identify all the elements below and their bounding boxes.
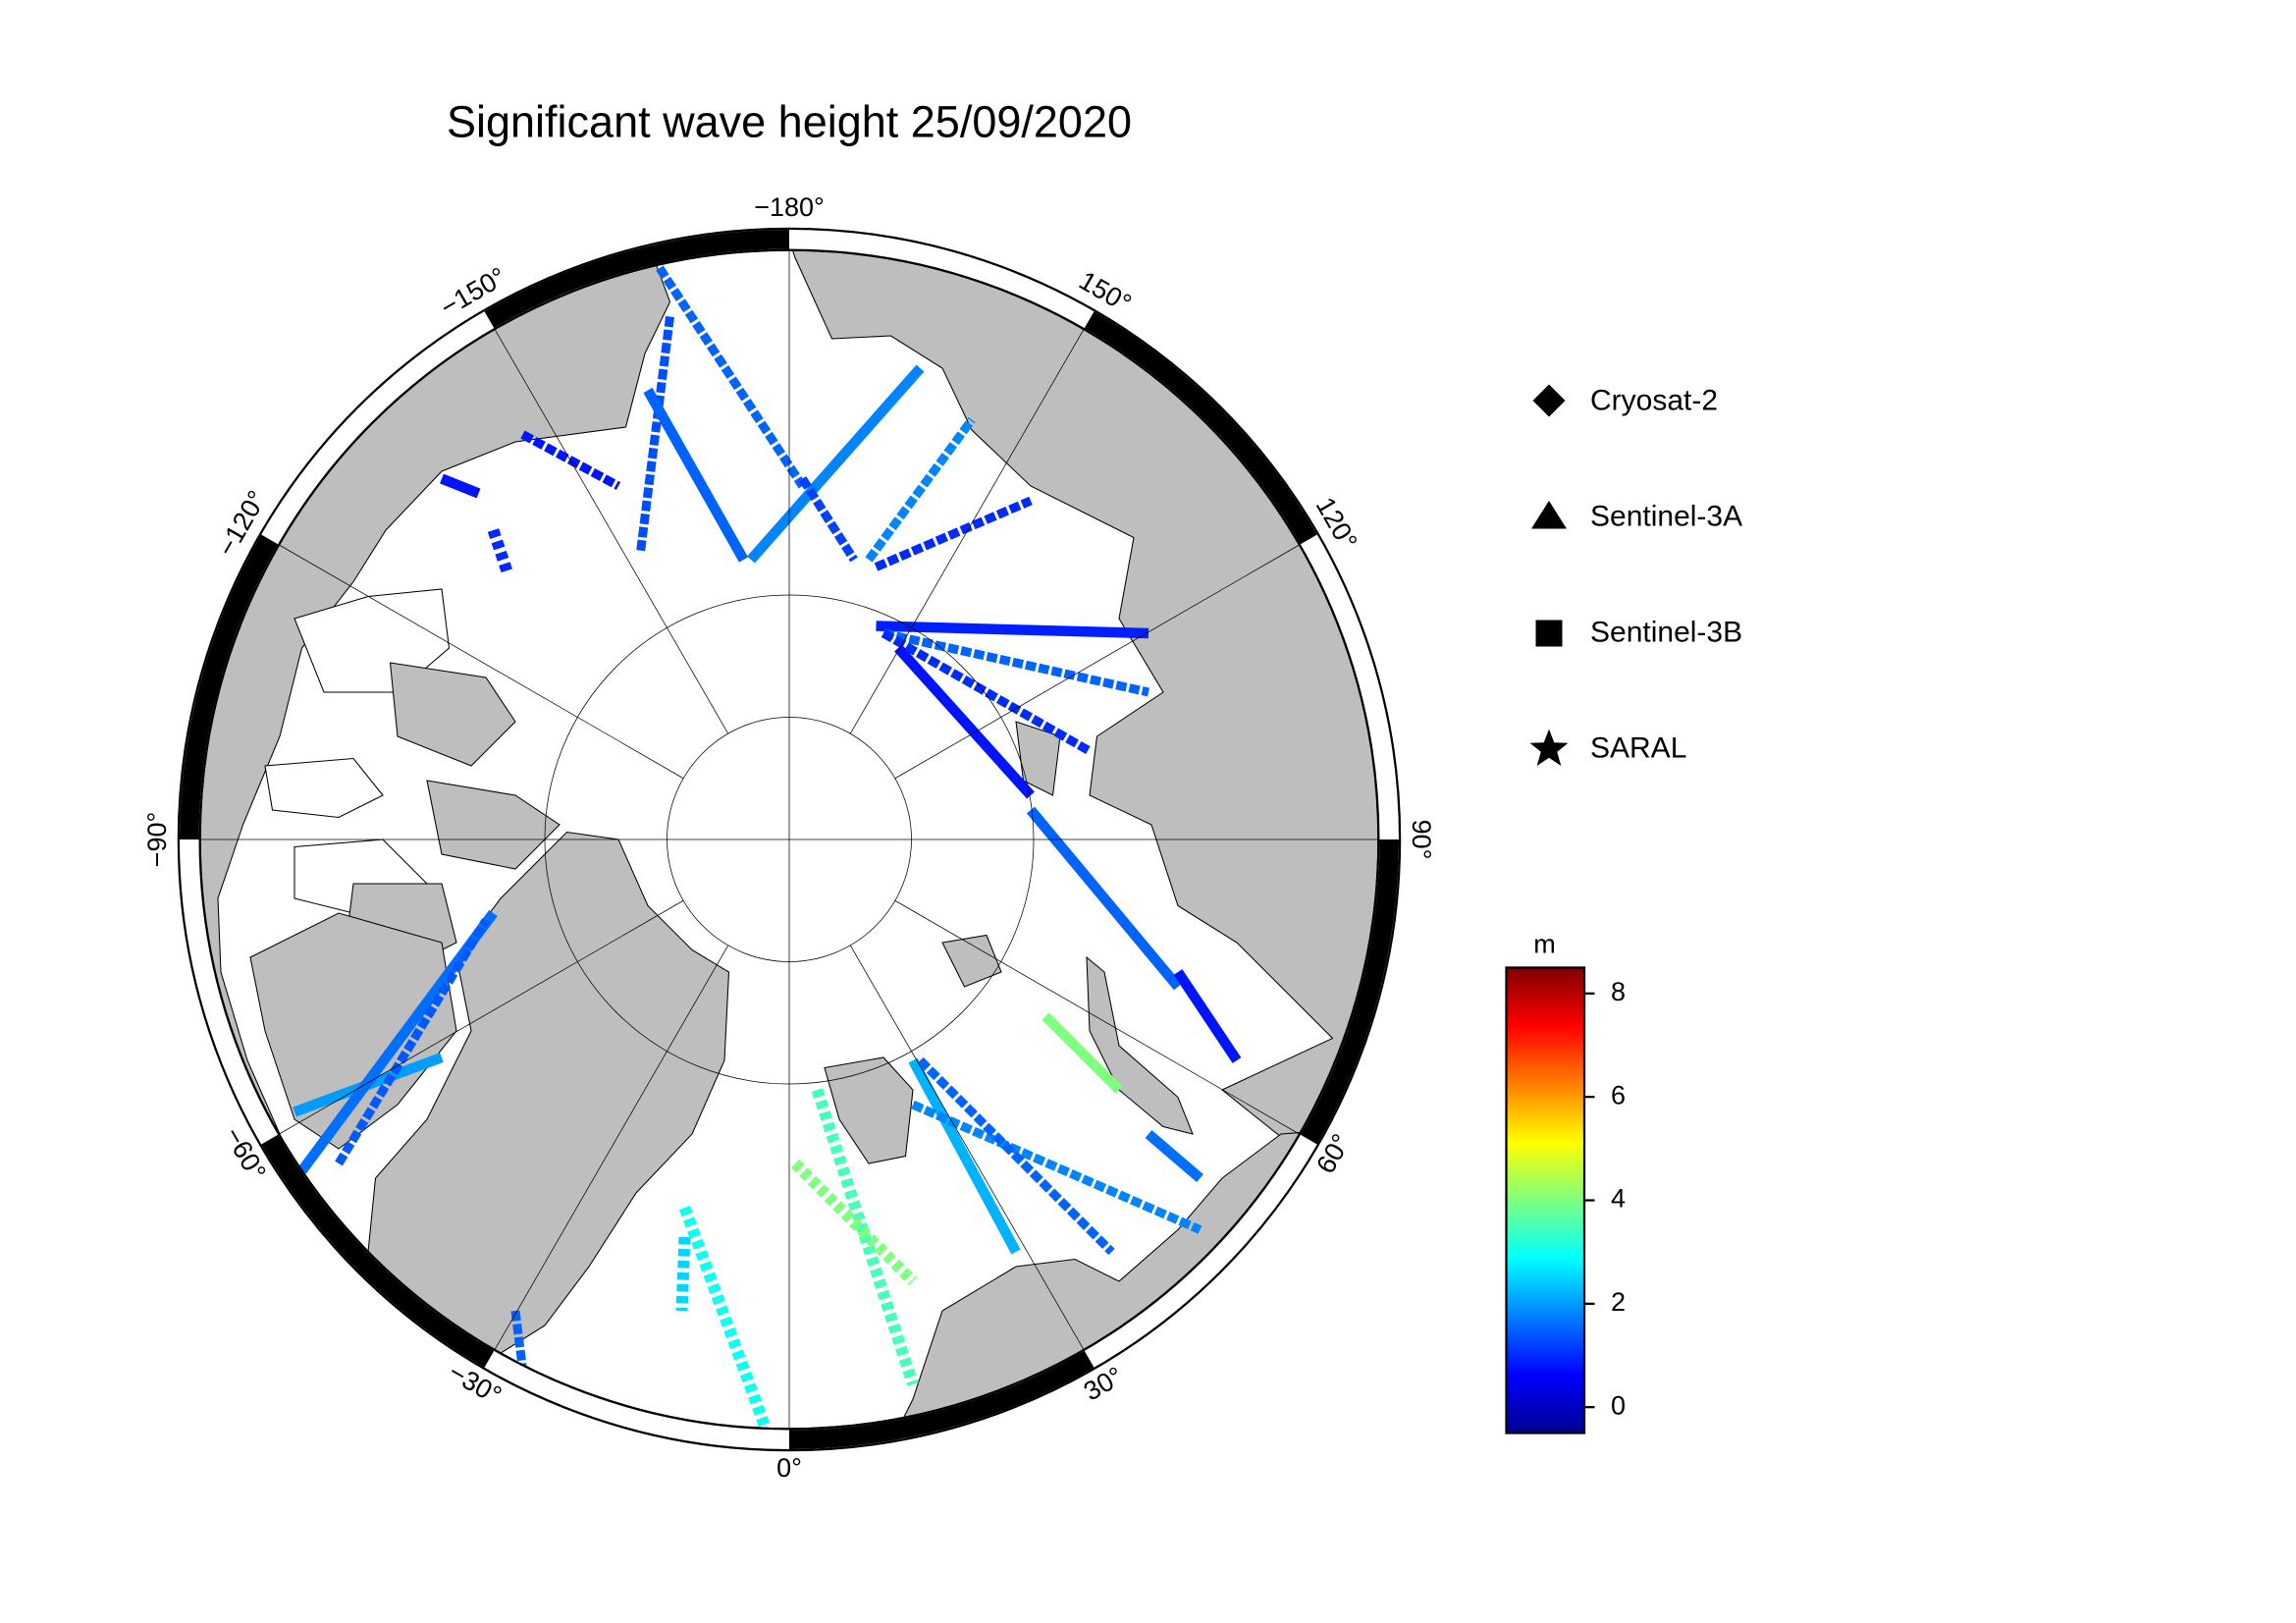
frame-segment: [484, 230, 790, 329]
frame-segment: [788, 1350, 1095, 1449]
swh-track: [440, 473, 481, 499]
longitude-label: 90°: [1407, 820, 1436, 860]
map-frame: [177, 227, 1402, 1452]
map-title: Significant wave height 25/09/2020: [447, 97, 1132, 147]
meridian: [894, 544, 1300, 780]
swh-track: [1173, 969, 1242, 1063]
meridian: [894, 899, 1300, 1135]
frame-segment: [180, 534, 279, 840]
meridian: [279, 899, 684, 1135]
meridian: [849, 945, 1085, 1350]
colorbar-tick-label: 6: [1611, 1080, 1626, 1109]
colorbar-scale: [1505, 966, 1586, 1434]
swh-track: [865, 416, 976, 563]
swh-track: [643, 387, 749, 563]
swh-track: [510, 1310, 527, 1371]
swh-track: [790, 1159, 918, 1286]
polar-map: −180°−150°−120°−90°−60°−30°0°30°60°90°12…: [142, 192, 1436, 1483]
legend-label: Cryosat-2: [1590, 384, 1718, 416]
meridian: [494, 329, 729, 734]
swh-track: [678, 1205, 772, 1429]
graticule: [200, 250, 1379, 1429]
colorbar: m 0 2 4 6 8: [1505, 930, 1626, 1434]
meridian: [279, 544, 684, 780]
legend: Cryosat-2 Sentinel-3A Sentinel-3B SARAL: [1529, 384, 1742, 766]
legend-label: Sentinel-3B: [1590, 617, 1742, 649]
swh-track: [876, 621, 1149, 639]
meridian: [494, 945, 729, 1350]
swh-track: [747, 364, 925, 564]
frame-segment: [1084, 311, 1317, 545]
colorbar-tick-label: 0: [1611, 1390, 1626, 1420]
swh-track: [894, 644, 1035, 799]
frame-inner-edge: [199, 249, 1379, 1430]
colorbar-tick-label: 4: [1611, 1184, 1626, 1214]
swh-track: [1041, 1012, 1123, 1094]
legend-label: SARAL: [1590, 732, 1686, 765]
colorbar-unit: m: [1533, 930, 1556, 959]
swh-track: [675, 1236, 691, 1312]
swh-track: [656, 265, 807, 489]
swh-track: [882, 628, 1149, 697]
meridian: [849, 329, 1085, 734]
longitude-label: −90°: [142, 812, 172, 868]
frame-segment: [261, 1134, 495, 1368]
swh-track: [874, 496, 1033, 571]
swh-track: [1145, 1130, 1203, 1182]
colorbar-tick-label: 2: [1611, 1287, 1626, 1317]
swh-track: [917, 1056, 1115, 1256]
longitude-label: 0°: [776, 1453, 802, 1483]
swh-track: [487, 528, 514, 576]
legend-label: Sentinel-3A: [1590, 500, 1742, 532]
legend-symbol: [1532, 384, 1566, 417]
colorbar-tick-label: 8: [1611, 977, 1626, 1006]
swh-track: [798, 476, 858, 563]
legend-symbol: [1535, 620, 1563, 647]
longitude-label: −180°: [754, 192, 825, 222]
legend-symbol: [1531, 501, 1568, 529]
tracks: [293, 265, 1242, 1429]
swh-track: [335, 918, 490, 1166]
swh-track: [911, 1100, 1202, 1234]
frame-segment: [1300, 839, 1400, 1145]
swh-track: [908, 1057, 1021, 1255]
legend-symbol: [1529, 729, 1569, 766]
